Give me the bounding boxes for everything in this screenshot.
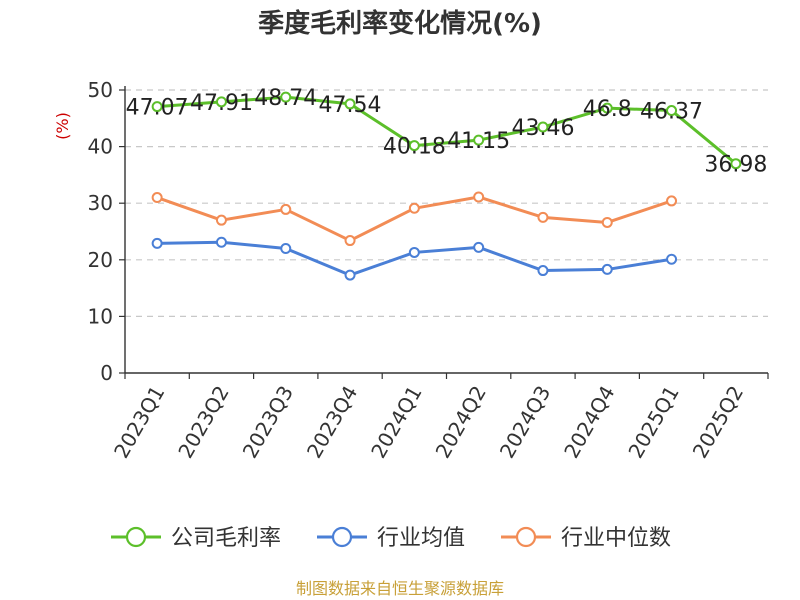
data-point [344, 269, 356, 281]
y-tick-label: 40 [88, 135, 113, 159]
data-point [344, 98, 356, 110]
data-point [151, 101, 163, 113]
data-point [666, 195, 678, 207]
y-tick-label: 0 [100, 361, 113, 385]
x-tick-label: 2023Q1 [109, 382, 169, 463]
data-label: 46.37 [640, 100, 703, 125]
data-point [280, 91, 292, 103]
data-point [666, 253, 678, 265]
legend-marker-icon [515, 526, 537, 548]
data-label: 41.15 [447, 129, 510, 154]
x-tick-label: 2025Q2 [688, 382, 748, 463]
x-tick-label: 2023Q2 [173, 382, 233, 463]
data-point [537, 265, 549, 277]
legend-marker-icon [331, 526, 353, 548]
legend-item-1: 行业均值 [317, 526, 465, 551]
data-point [215, 96, 227, 108]
series-0 [151, 91, 742, 170]
data-point [537, 121, 549, 133]
data-point [473, 191, 485, 203]
legend: 公司毛利率 行业均值 行业中位数 [111, 526, 671, 551]
y-axis-label: (%) [53, 112, 72, 140]
legend-label: 行业均值 [377, 526, 465, 551]
source-note: 制图数据来自恒生聚源数据库 [296, 579, 504, 598]
data-point [151, 192, 163, 204]
data-point [601, 216, 613, 228]
data-point [666, 105, 678, 117]
legend-label: 行业中位数 [561, 526, 671, 551]
x-tick-label: 2023Q4 [302, 382, 362, 463]
x-tick-label: 2024Q1 [366, 382, 426, 463]
legend-label: 公司毛利率 [171, 526, 281, 551]
series-line [157, 95, 737, 165]
data-point [601, 263, 613, 275]
chart-title: 季度毛利率变化情况(%) [258, 8, 542, 39]
data-point [215, 214, 227, 226]
x-tick-label: 2024Q3 [495, 382, 555, 463]
data-point [280, 203, 292, 215]
data-point [473, 134, 485, 146]
data-label: 40.18 [383, 135, 446, 160]
x-tick-label: 2025Q1 [623, 382, 683, 463]
data-point [215, 236, 227, 248]
data-point [408, 246, 420, 258]
data-label: 43.46 [511, 116, 574, 141]
y-tick-label: 20 [88, 248, 113, 272]
data-point [344, 235, 356, 247]
x-tick-label: 2024Q4 [559, 382, 619, 463]
data-label: 47.07 [126, 96, 189, 121]
legend-item-2: 行业中位数 [501, 526, 671, 551]
x-tick-label: 2024Q2 [431, 382, 491, 463]
data-label: 48.74 [254, 86, 317, 111]
y-tick-label: 30 [88, 191, 113, 215]
data-label: 47.91 [190, 91, 253, 116]
data-point [408, 140, 420, 152]
data-point [537, 211, 549, 223]
data-point [280, 242, 292, 254]
legend-item-0: 公司毛利率 [111, 526, 281, 551]
y-tick-label: 50 [88, 78, 113, 102]
data-point [151, 237, 163, 249]
legend-marker-icon [125, 526, 147, 548]
data-point [408, 202, 420, 214]
data-label: 46.8 [583, 97, 632, 122]
x-tick-label: 2023Q3 [238, 382, 298, 463]
data-point [730, 158, 742, 170]
y-tick-label: 10 [88, 304, 113, 328]
series-group [151, 91, 742, 281]
data-point [473, 241, 485, 253]
data-label: 47.54 [319, 93, 382, 118]
series-1 [151, 236, 678, 281]
data-label: 36.98 [704, 153, 767, 178]
data-point [601, 102, 613, 114]
series-2 [151, 191, 678, 247]
